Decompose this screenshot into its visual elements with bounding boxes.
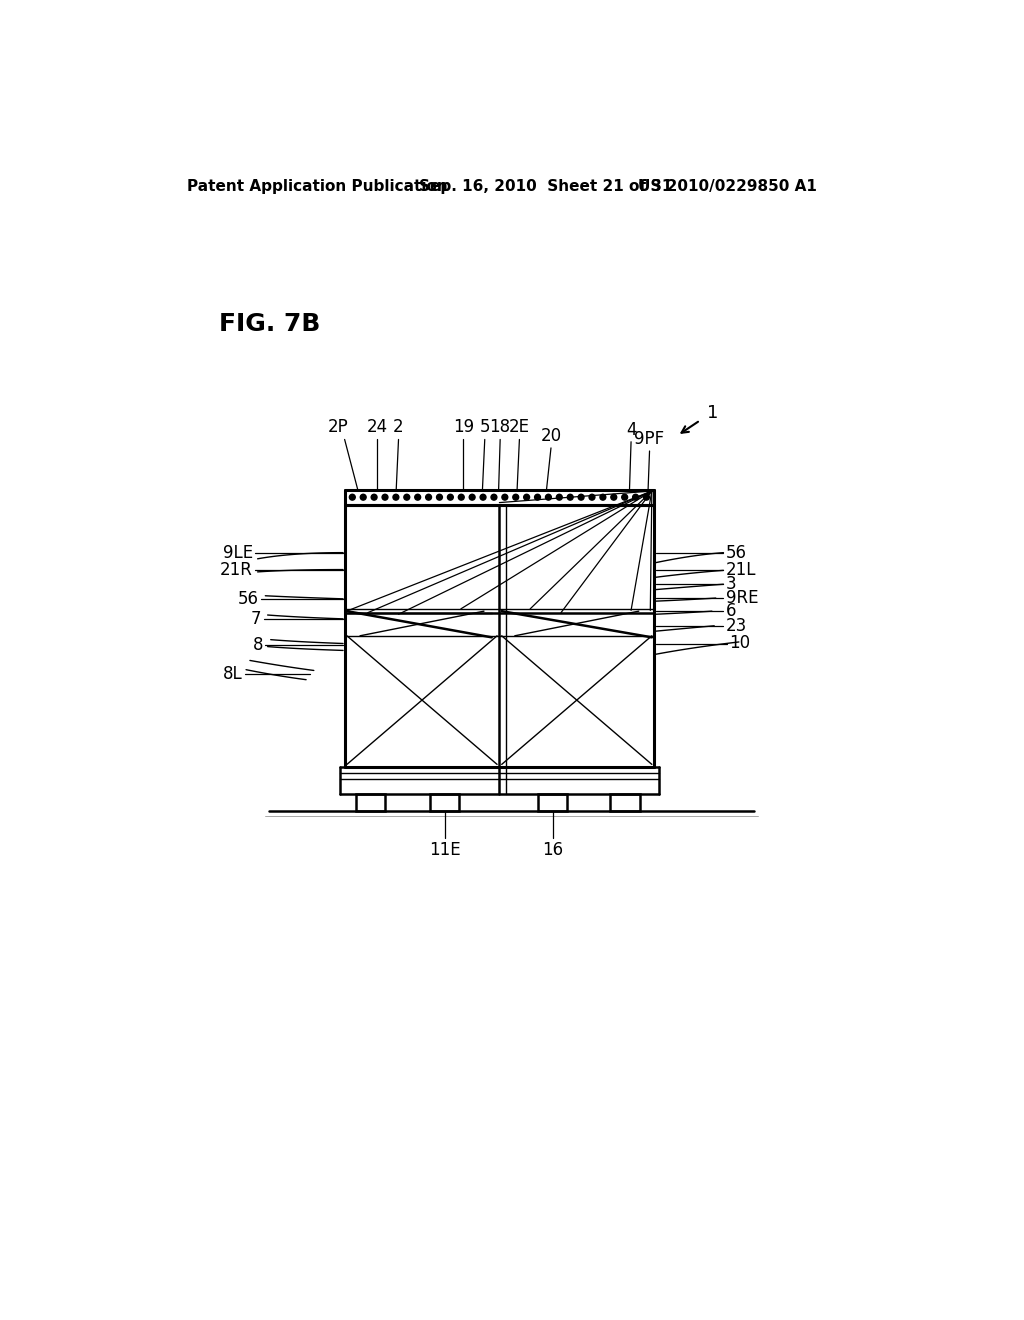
Text: 9RE: 9RE (726, 589, 758, 607)
Text: 2E: 2E (509, 418, 529, 437)
Circle shape (643, 494, 649, 500)
Bar (356, 793, 385, 810)
Circle shape (567, 494, 573, 500)
Circle shape (349, 494, 355, 500)
Text: 8: 8 (253, 636, 263, 653)
Circle shape (611, 494, 616, 500)
Circle shape (502, 494, 508, 500)
Text: 16: 16 (542, 841, 563, 859)
Circle shape (403, 494, 410, 500)
Text: 10: 10 (730, 635, 751, 652)
Text: 7: 7 (251, 610, 261, 628)
Text: 11E: 11E (429, 841, 461, 859)
Text: 9LE: 9LE (223, 544, 253, 561)
Circle shape (360, 494, 367, 500)
Circle shape (382, 494, 388, 500)
Text: 56: 56 (726, 544, 746, 561)
Circle shape (371, 494, 377, 500)
Text: 2P: 2P (328, 418, 349, 437)
Text: US 2010/0229850 A1: US 2010/0229850 A1 (638, 180, 817, 194)
Circle shape (535, 494, 541, 500)
Circle shape (447, 494, 454, 500)
Text: 4: 4 (626, 421, 636, 438)
Text: FIG. 7B: FIG. 7B (219, 312, 321, 337)
Circle shape (469, 494, 475, 500)
Text: 1: 1 (707, 404, 719, 421)
Bar (430, 793, 460, 810)
Text: 6: 6 (726, 602, 736, 620)
Circle shape (546, 494, 551, 500)
Circle shape (459, 494, 464, 500)
Text: 9PF: 9PF (635, 430, 665, 447)
Circle shape (556, 494, 562, 500)
Bar (538, 793, 567, 810)
Text: 20: 20 (541, 426, 561, 445)
Circle shape (513, 494, 519, 500)
Circle shape (589, 494, 595, 500)
Text: 18: 18 (489, 418, 511, 437)
Circle shape (523, 494, 529, 500)
Circle shape (480, 494, 486, 500)
Text: 56: 56 (239, 590, 259, 607)
Text: 21R: 21R (220, 561, 253, 578)
Circle shape (426, 494, 431, 500)
Text: 5: 5 (479, 418, 490, 437)
Text: 21L: 21L (726, 561, 757, 579)
Text: 23: 23 (726, 616, 748, 635)
Circle shape (393, 494, 398, 500)
Circle shape (600, 494, 606, 500)
Text: 24: 24 (367, 418, 387, 437)
Circle shape (579, 494, 584, 500)
Text: Sep. 16, 2010  Sheet 21 of 31: Sep. 16, 2010 Sheet 21 of 31 (419, 180, 672, 194)
Text: 19: 19 (453, 418, 474, 437)
Text: 3: 3 (726, 576, 736, 593)
Circle shape (436, 494, 442, 500)
Circle shape (622, 494, 628, 500)
Circle shape (415, 494, 421, 500)
Text: 2: 2 (393, 418, 403, 437)
Text: 8L: 8L (222, 664, 243, 682)
Circle shape (633, 494, 639, 500)
Text: Patent Application Publication: Patent Application Publication (186, 180, 447, 194)
Bar (610, 793, 640, 810)
Circle shape (492, 494, 497, 500)
